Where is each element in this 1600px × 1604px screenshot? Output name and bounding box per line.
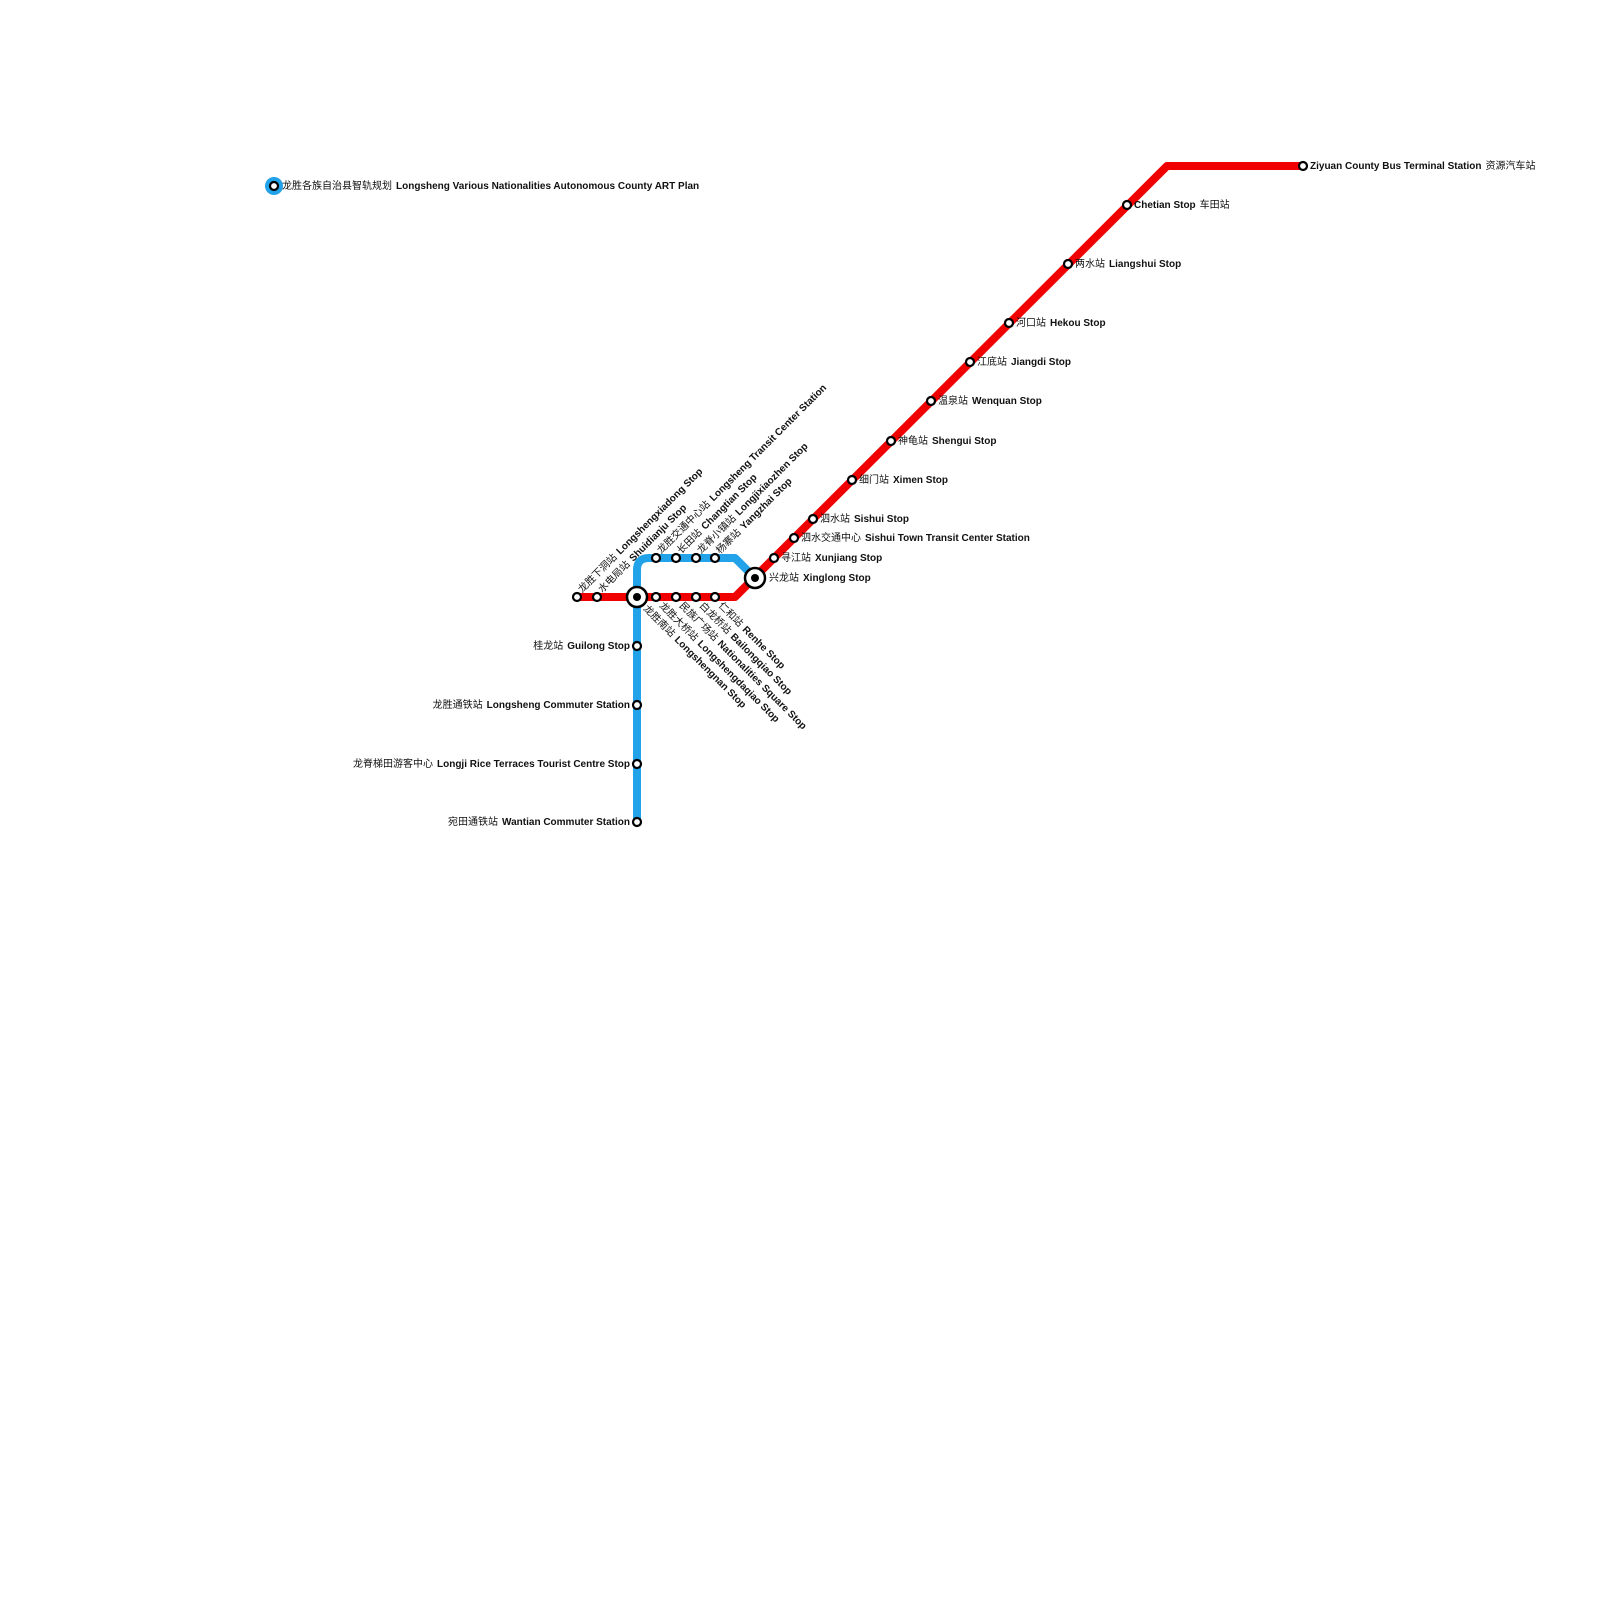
station-name-cn: 桂龙站 (533, 639, 563, 652)
station-label: 桂龙站 Guilong Stop (533, 639, 630, 652)
station (709, 591, 721, 603)
station (631, 816, 643, 828)
station-name-cn: 龙脊梯田游客中心 (353, 757, 433, 770)
station-label: 神龟站 Shengui Stop (898, 434, 996, 447)
station-label: 两水站 Liangshui Stop (1075, 257, 1181, 270)
station-name-en: Xunjiang Stop (815, 553, 882, 564)
station-name-cn: 资源汽车站 (1486, 159, 1536, 172)
station (1062, 258, 1074, 270)
station-name-en: Jiangdi Stop (1011, 357, 1071, 368)
station-name-cn: 寻江站 (781, 551, 811, 564)
station (631, 699, 643, 711)
station-name-cn: 宛田通铁站 (448, 815, 498, 828)
station-name-cn: 河口站 (1016, 316, 1046, 329)
station-name-en: Hekou Stop (1050, 318, 1106, 329)
station-label: 泗水交通中心 Sishui Town Transit Center Station (801, 531, 1030, 544)
station-name-cn: 兴龙站 (769, 571, 799, 584)
interchange-core (633, 593, 641, 601)
title-cn: 龙胜各族自治县智轨规划 (282, 179, 392, 192)
station-label: 寻江站 Xunjiang Stop (781, 551, 882, 564)
station-name-cn: 泗水交通中心 (801, 531, 861, 544)
station (709, 552, 721, 564)
title-en: Longsheng Various Nationalities Autonomo… (396, 181, 699, 192)
station-name-cn: 龙胜通铁站 (433, 698, 483, 711)
station-name-en: Wantian Commuter Station (502, 817, 630, 828)
station (650, 552, 662, 564)
station-name-en: Shengui Stop (932, 436, 996, 447)
station-name-en: Wenquan Stop (972, 396, 1042, 407)
station-name-cn: 神龟站 (898, 434, 928, 447)
station-name-en: Guilong Stop (567, 641, 630, 652)
station (591, 591, 603, 603)
station (670, 552, 682, 564)
station (846, 474, 858, 486)
station-label: Chetian Stop 车田站 (1134, 198, 1230, 211)
station-label: 温泉站 Wenquan Stop (938, 394, 1042, 407)
station (631, 640, 643, 652)
station (964, 356, 976, 368)
station (1003, 317, 1015, 329)
station-label: 江底站 Jiangdi Stop (977, 355, 1071, 368)
station-name-cn: 两水站 (1075, 257, 1105, 270)
station (631, 758, 643, 770)
station-name-cn: 江底站 (977, 355, 1007, 368)
station-label: 龙胜通铁站 Longsheng Commuter Station (433, 698, 630, 711)
station-name-en: Chetian Stop (1134, 200, 1196, 211)
station-name-cn: 泗水站 (820, 512, 850, 525)
station (670, 591, 682, 603)
station-label: 龙脊梯田游客中心 Longji Rice Terraces Tourist Cen… (353, 757, 630, 770)
station (690, 552, 702, 564)
station (571, 591, 583, 603)
station-name-en: Longji Rice Terraces Tourist Centre Stop (437, 759, 630, 770)
legend-icon-inner (268, 180, 280, 192)
station-label: 泗水站 Sishui Stop (820, 512, 909, 525)
station (885, 435, 897, 447)
station (768, 552, 780, 564)
station (690, 591, 702, 603)
station-label: 宛田通铁站 Wantian Commuter Station (448, 815, 630, 828)
station (788, 532, 800, 544)
station-name-en: Liangshui Stop (1109, 259, 1181, 270)
station-name-cn: 温泉站 (938, 394, 968, 407)
station-name-en: Ziyuan County Bus Terminal Station (1310, 161, 1482, 172)
station-name-en: Sishui Town Transit Center Station (865, 533, 1030, 544)
station-name-en: Longsheng Commuter Station (487, 700, 630, 711)
station (925, 395, 937, 407)
station-name-cn: 车田站 (1200, 198, 1230, 211)
station-label: 河口站 Hekou Stop (1016, 316, 1106, 329)
interchange-core (751, 574, 759, 582)
station-name-en: Ximen Stop (893, 475, 948, 486)
station-label: 细门站 Ximen Stop (859, 473, 948, 486)
blue-line (633, 554, 758, 822)
station-label: Ziyuan County Bus Terminal Station 资源汽车站 (1310, 159, 1536, 172)
station (1121, 199, 1133, 211)
station (650, 591, 662, 603)
station (1297, 160, 1309, 172)
station-name-en: Xinglong Stop (803, 573, 871, 584)
station-name-en: Sishui Stop (854, 514, 909, 525)
station-label: 兴龙站 Xinglong Stop (769, 571, 871, 584)
station (807, 513, 819, 525)
map-title: 龙胜各族自治县智轨规划 Longsheng Various Nationaliti… (282, 179, 699, 192)
station-name-cn: 细门站 (859, 473, 889, 486)
